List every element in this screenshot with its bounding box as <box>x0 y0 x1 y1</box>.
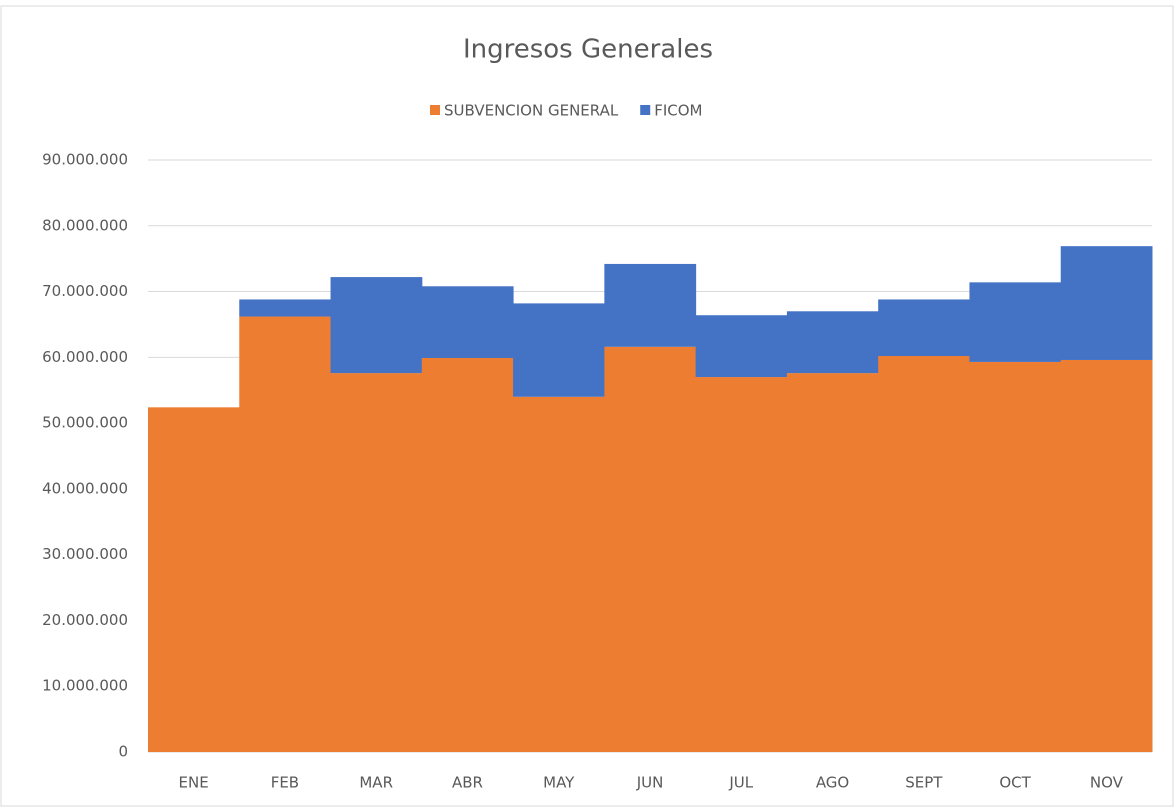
x-tick-label: JUL <box>728 774 753 792</box>
bar-segment <box>330 373 423 752</box>
x-tick-label: OCT <box>999 774 1031 792</box>
bar-segment <box>786 373 879 752</box>
y-tick-label: 40.000.000 <box>42 479 128 497</box>
x-tick-label: ENE <box>179 774 209 792</box>
bar-segment <box>1060 246 1153 360</box>
y-tick-label: 80.000.000 <box>42 216 128 234</box>
bar-segment <box>969 282 1062 362</box>
bar-segment <box>513 396 605 752</box>
bar-segment <box>695 315 788 378</box>
bar-segment <box>604 263 697 347</box>
y-tick-label: 90.000.000 <box>42 151 128 169</box>
legend-swatch <box>640 105 651 115</box>
x-tick-label: ABR <box>452 774 483 792</box>
bar-segment <box>513 303 605 397</box>
x-tick-label: JUN <box>636 774 664 792</box>
bar-segment <box>878 356 970 752</box>
x-tick-label: MAY <box>543 774 575 792</box>
bar-segment <box>330 277 423 374</box>
bar-segment <box>786 311 879 374</box>
y-tick-label: 50.000.000 <box>42 414 128 432</box>
y-tick-label: 60.000.000 <box>42 348 128 366</box>
y-tick-label: 70.000.000 <box>42 282 128 300</box>
bar-segment <box>695 377 788 752</box>
bar-segment <box>421 286 514 358</box>
y-tick-label: 0 <box>118 743 128 761</box>
x-tick-label: SEPT <box>905 774 943 792</box>
bar-segment <box>239 316 332 752</box>
chart-title: Ingresos Generales <box>463 35 713 65</box>
bar-segment <box>878 299 970 357</box>
bar-segment <box>239 299 332 317</box>
y-tick-label: 10.000.000 <box>42 677 128 695</box>
x-tick-label: MAR <box>359 774 393 792</box>
x-tick-label: AGO <box>816 774 849 792</box>
bar-segment <box>421 357 514 752</box>
bar-segment <box>1060 359 1153 752</box>
x-tick-label: FEB <box>271 774 299 792</box>
y-tick-label: 20.000.000 <box>42 611 128 629</box>
y-tick-label: 30.000.000 <box>42 545 128 563</box>
legend-label: FICOM <box>654 102 702 120</box>
bar-segment <box>604 346 697 752</box>
bar-segment <box>969 361 1062 752</box>
x-tick-label: NOV <box>1090 774 1124 792</box>
legend-label: SUBVENCION GENERAL <box>444 102 619 120</box>
bar-segment <box>148 407 240 752</box>
legend-swatch <box>430 105 440 115</box>
